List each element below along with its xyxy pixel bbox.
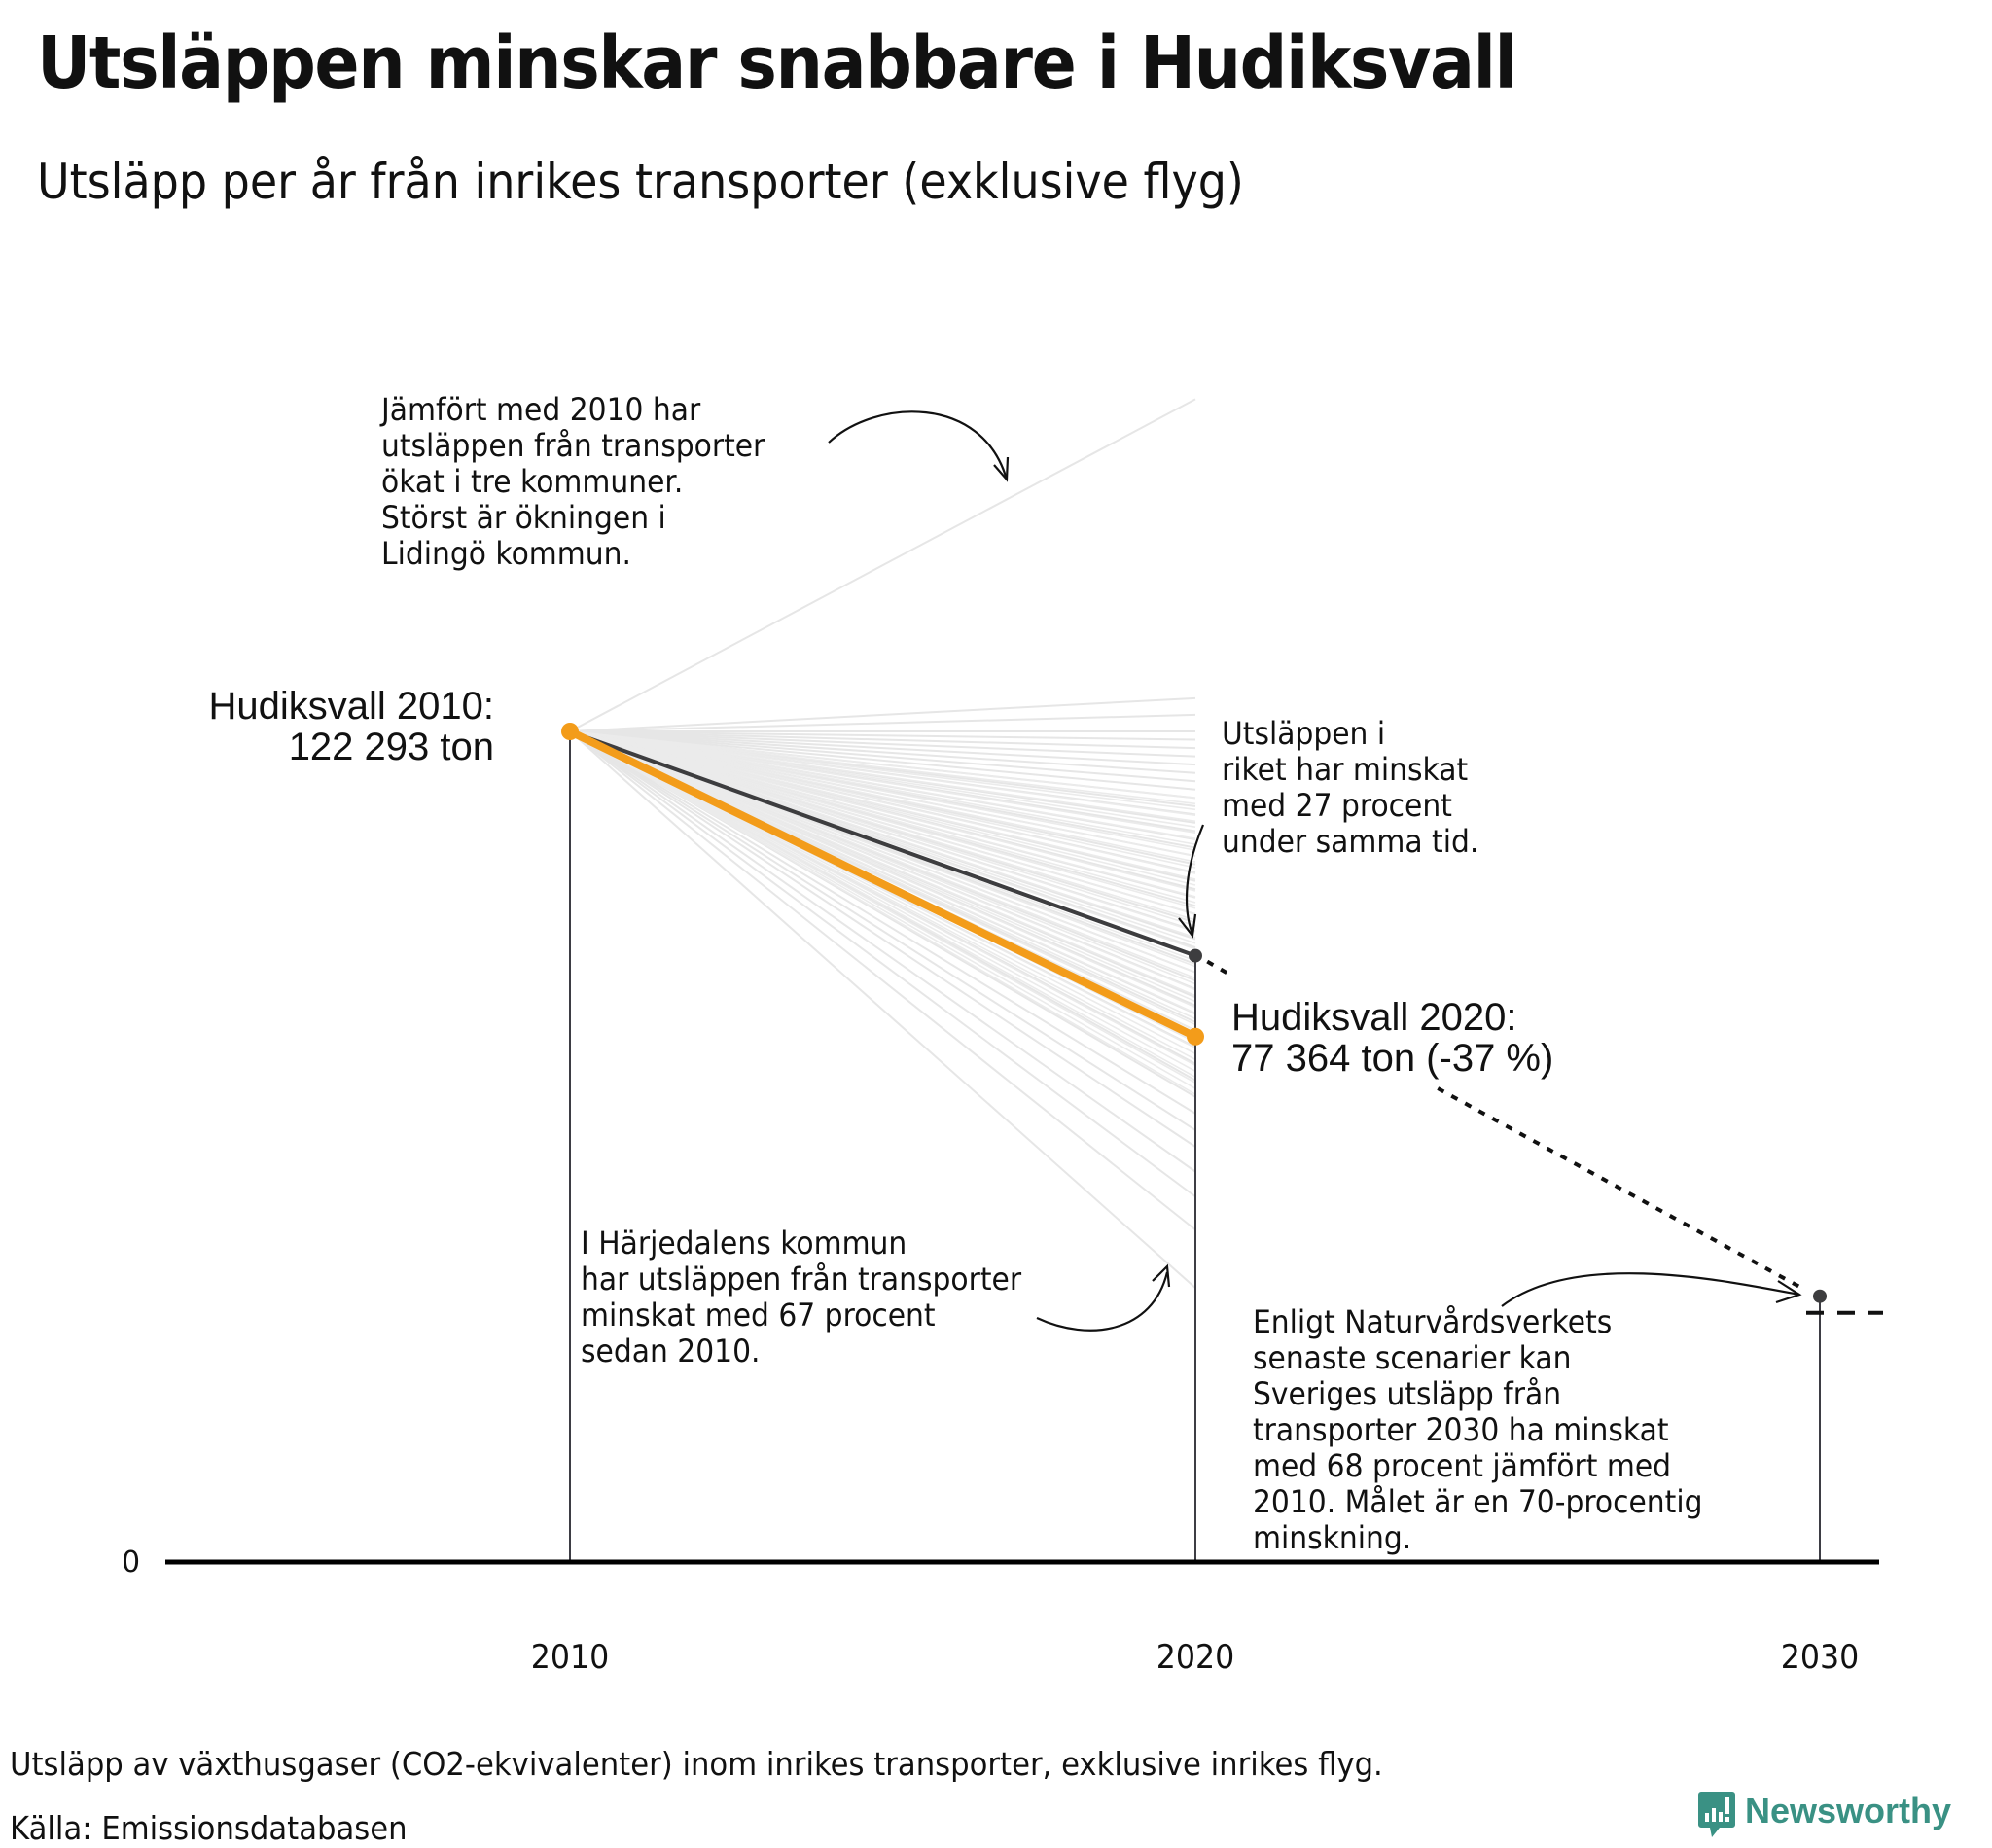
- municipality-line: [569, 730, 1196, 758]
- annotation-scenario-2030: Enligt Naturvårdsverkets senaste scenari…: [1253, 1303, 1703, 1556]
- callout-hudiksvall-2020: Hudiksvall 2020: 77 364 ton (-37 %): [1231, 996, 1554, 1080]
- municipality-line: [569, 730, 1196, 909]
- municipality-line: [569, 730, 1196, 811]
- arrow-lidingo: [828, 410, 1009, 480]
- arrowhead-icon: [1775, 1280, 1802, 1304]
- municipality-line: [569, 730, 1196, 805]
- municipality-line: [569, 730, 1196, 904]
- municipality-line: [569, 730, 1196, 741]
- municipality-line: [569, 730, 1196, 927]
- arrowhead-icon: [1152, 1263, 1171, 1288]
- municipality-line: [569, 730, 1196, 851]
- arrow-scenario: [1501, 1272, 1800, 1307]
- municipality-line: [569, 730, 1196, 817]
- municipality-line: [569, 730, 1196, 750]
- municipality-line: [569, 730, 1196, 1289]
- municipality-line: [569, 696, 1196, 732]
- newsworthy-logo-icon: [1698, 1790, 1735, 1837]
- x-tick-2020: 2020: [1156, 1638, 1235, 1677]
- municipality-line: [569, 730, 1196, 857]
- municipality-line: [569, 730, 1196, 944]
- chart-subtitle: Utsläpp per år från inrikes transporter …: [37, 154, 1244, 210]
- municipality-line: [569, 730, 1196, 766]
- municipality-line: [569, 730, 1196, 1084]
- newsworthy-logo[interactable]: Newsworthy: [1698, 1790, 1952, 1837]
- footnote: Utsläpp av växthusgaser (CO2-ekvivalente…: [10, 1745, 1383, 1783]
- municipality-line: [569, 730, 1196, 1009]
- arrowhead-icon: [993, 456, 1010, 482]
- municipality-line: [569, 730, 1196, 1231]
- annotation-lidingo: Jämfört med 2010 har utsläppen från tran…: [381, 391, 765, 572]
- municipality-line: [569, 730, 1196, 1072]
- municipality-line: [569, 730, 1196, 1115]
- municipality-line: [569, 730, 1196, 974]
- annotation-arrows: [828, 410, 1802, 1332]
- y-axis-zero-label: 0: [122, 1546, 141, 1580]
- municipality-line: [569, 713, 1196, 732]
- municipality-line: [569, 730, 1196, 874]
- municipality-line: [569, 730, 1196, 1148]
- municipality-line: [569, 730, 1196, 845]
- municipality-line: [569, 730, 1196, 880]
- municipality-line: [569, 730, 1196, 997]
- municipality-line: [569, 730, 1196, 1003]
- arrowhead-icon: [1178, 913, 1197, 939]
- arrow-riket: [1185, 824, 1205, 935]
- main-series: [165, 723, 1883, 1565]
- municipality-line: [569, 730, 1196, 1173]
- municipality-lines: [569, 398, 1196, 1289]
- municipality-line: [569, 730, 1196, 1078]
- annotation-riket: Utsläppen i riket har minskat med 27 pro…: [1222, 715, 1479, 860]
- municipality-line: [569, 730, 1196, 823]
- x-tick-2010: 2010: [530, 1638, 610, 1677]
- municipality-line: [569, 730, 1196, 1067]
- municipality-line: [569, 398, 1196, 732]
- municipality-line: [569, 730, 1196, 985]
- hudiksvall-2010-dot: [561, 723, 579, 740]
- municipality-line: [569, 730, 1196, 869]
- municipality-line: [569, 730, 1196, 979]
- municipality-line: [569, 730, 1196, 886]
- chart-title: Utsläppen minskar snabbare i Hudiksvall: [37, 21, 1517, 105]
- municipality-line: [569, 730, 1196, 783]
- source-text: Källa: Emissionsdatabasen: [10, 1809, 408, 1847]
- municipality-line: [569, 730, 1196, 915]
- projection-dotted-line: [1206, 959, 1234, 978]
- municipality-line: [569, 730, 1196, 834]
- municipality-line: [569, 730, 1196, 829]
- municipality-line: [569, 730, 1196, 863]
- projection-dotted-line: [1437, 1086, 1809, 1294]
- municipality-line: [569, 730, 1196, 1131]
- municipality-line: [569, 730, 1196, 800]
- municipality-line: [569, 730, 1196, 933]
- municipality-line: [569, 730, 1196, 898]
- hudiksvall-line: [568, 728, 1197, 1041]
- national-line: [569, 729, 1196, 958]
- arrow-harjedalen: [1036, 1271, 1169, 1332]
- municipality-line: [569, 730, 1196, 921]
- callout-hudiksvall-2010: Hudiksvall 2010: 122 293 ton: [208, 685, 495, 768]
- municipality-line: [569, 730, 1196, 1089]
- newsworthy-logo-text: Newsworthy: [1745, 1791, 1952, 1830]
- municipality-line: [569, 730, 1196, 892]
- hudiksvall-2020-dot: [1187, 1027, 1204, 1046]
- annotation-harjedalen: I Härjedalens kommun har utsläppen från …: [581, 1225, 1022, 1369]
- municipality-line: [569, 730, 1196, 791]
- municipality-line: [569, 730, 1196, 839]
- projection-2030-dot: [1813, 1289, 1827, 1303]
- municipality-line: [569, 730, 1196, 774]
- x-tick-2030: 2030: [1780, 1638, 1860, 1677]
- national-2020-dot: [1189, 948, 1202, 963]
- municipality-line: [569, 730, 1196, 991]
- municipality-line: [569, 730, 1196, 1198]
- municipality-line: [569, 730, 1196, 939]
- municipality-line: [569, 730, 1196, 1095]
